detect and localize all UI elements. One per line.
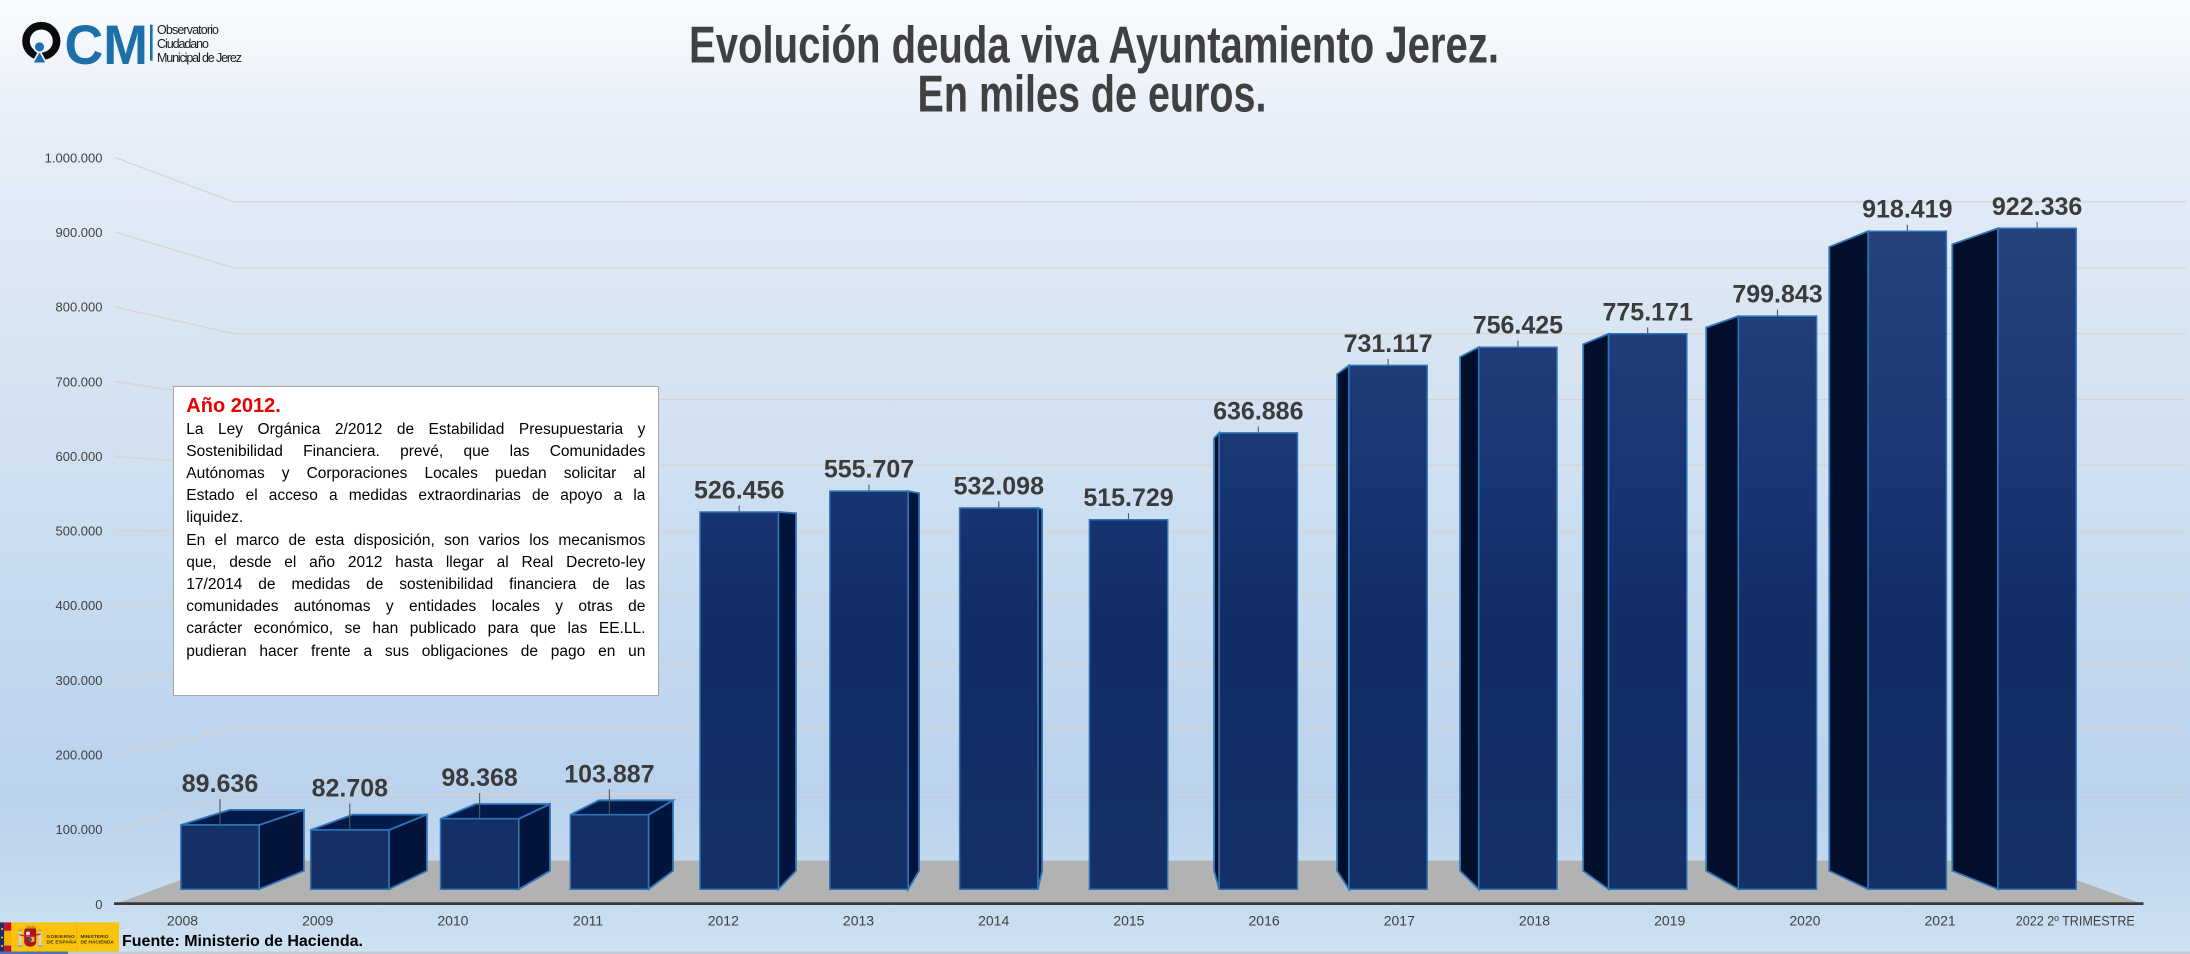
svg-text:2009: 2009 [302, 913, 333, 929]
svg-text:DE ESPAÑA: DE ESPAÑA [47, 939, 78, 946]
svg-text:2020: 2020 [1789, 913, 1820, 929]
svg-text:2016: 2016 [1249, 913, 1280, 929]
svg-text:500.000: 500.000 [56, 524, 103, 539]
svg-text:532.098: 532.098 [954, 473, 1044, 501]
svg-text:756.425: 756.425 [1473, 312, 1563, 340]
svg-text:GOBIERNO: GOBIERNO [47, 934, 76, 940]
svg-text:2018: 2018 [1519, 913, 1550, 929]
svg-text:526.456: 526.456 [694, 477, 784, 505]
svg-text:MINISTERIO: MINISTERIO [81, 934, 109, 940]
svg-text:103.887: 103.887 [564, 760, 654, 788]
svg-text:Ciudadano: Ciudadano [157, 37, 209, 51]
svg-text:Observatorio: Observatorio [157, 23, 219, 37]
svg-text:98.368: 98.368 [441, 764, 518, 792]
svg-text:922.336: 922.336 [1992, 193, 2082, 221]
svg-text:2019: 2019 [1654, 913, 1685, 929]
svg-text:700.000: 700.000 [56, 374, 103, 389]
svg-text:Evolución deuda viva Ayuntamie: Evolución deuda viva Ayuntamiento Jerez. [689, 17, 1499, 75]
svg-text:2010: 2010 [437, 913, 468, 929]
svg-text:Municipal de Jerez: Municipal de Jerez [157, 51, 242, 65]
svg-text:515.729: 515.729 [1083, 484, 1173, 512]
svg-text:200.000: 200.000 [56, 748, 103, 763]
svg-text:CM: CM [65, 13, 149, 76]
svg-text:600.000: 600.000 [56, 449, 103, 464]
svg-text:0: 0 [95, 897, 102, 912]
svg-text:En miles de euros.: En miles de euros. [918, 66, 1267, 124]
svg-text:555.707: 555.707 [824, 456, 914, 484]
svg-text:82.708: 82.708 [312, 775, 389, 803]
svg-text:2008: 2008 [167, 913, 198, 929]
svg-text:2011: 2011 [573, 913, 603, 929]
svg-text:300.000: 300.000 [56, 673, 103, 688]
svg-text:89.636: 89.636 [182, 770, 258, 798]
svg-text:799.843: 799.843 [1732, 281, 1822, 309]
svg-text:800.000: 800.000 [56, 300, 103, 315]
svg-text:918.419: 918.419 [1862, 196, 1952, 224]
svg-text:2012: 2012 [708, 913, 739, 929]
svg-text:400.000: 400.000 [56, 598, 103, 613]
svg-text:100.000: 100.000 [56, 822, 103, 837]
svg-text:2022 2º TRIMESTRE: 2022 2º TRIMESTRE [2016, 913, 2135, 929]
svg-text:1.000.000: 1.000.000 [45, 150, 103, 165]
svg-text:731.117: 731.117 [1344, 330, 1433, 358]
svg-text:2015: 2015 [1113, 913, 1144, 929]
svg-text:2013: 2013 [843, 913, 874, 929]
svg-text:2017: 2017 [1384, 913, 1415, 929]
svg-text:2021: 2021 [1925, 913, 1956, 929]
svg-text:775.171: 775.171 [1603, 298, 1693, 326]
svg-text:636.886: 636.886 [1213, 397, 1303, 425]
svg-text:900.000: 900.000 [56, 225, 103, 240]
svg-text:2014: 2014 [978, 913, 1009, 929]
svg-text:DE HACIENDA: DE HACIENDA [81, 940, 115, 946]
